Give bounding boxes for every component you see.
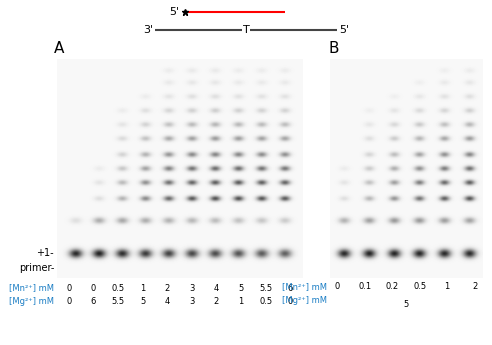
Text: 0.5: 0.5 <box>413 282 426 291</box>
Text: 5': 5' <box>339 26 349 36</box>
Text: A: A <box>54 41 64 57</box>
Text: 6: 6 <box>288 284 293 293</box>
Text: 0.2: 0.2 <box>386 282 399 291</box>
Text: [Mg²⁺] mM: [Mg²⁺] mM <box>282 296 327 305</box>
Text: 5.5: 5.5 <box>112 297 124 306</box>
Text: 3: 3 <box>189 297 194 306</box>
Text: [Mn²⁺] mM: [Mn²⁺] mM <box>9 284 54 293</box>
Text: 1: 1 <box>444 282 450 291</box>
Text: 4: 4 <box>165 297 170 306</box>
Text: 6: 6 <box>91 297 96 306</box>
Text: 0: 0 <box>91 284 96 293</box>
Text: 0.1: 0.1 <box>358 282 371 291</box>
Text: 5: 5 <box>140 297 145 306</box>
Text: 0: 0 <box>66 297 71 306</box>
Text: 5: 5 <box>239 284 244 293</box>
Text: 2: 2 <box>165 284 170 293</box>
Text: 0.5: 0.5 <box>112 284 124 293</box>
Text: 1: 1 <box>140 284 145 293</box>
Text: 5: 5 <box>403 300 408 309</box>
Text: B: B <box>328 41 338 57</box>
Text: 1: 1 <box>239 297 244 306</box>
Text: T: T <box>243 26 249 36</box>
Text: 3: 3 <box>189 284 194 293</box>
Text: +1-: +1- <box>36 247 54 257</box>
Text: 0: 0 <box>66 284 71 293</box>
Text: 5.5: 5.5 <box>259 284 272 293</box>
Text: 3': 3' <box>143 26 153 36</box>
Text: [Mn²⁺] mM: [Mn²⁺] mM <box>282 282 327 291</box>
Text: 2: 2 <box>214 297 219 306</box>
Text: 4: 4 <box>214 284 219 293</box>
Text: 0: 0 <box>288 297 293 306</box>
Text: 5': 5' <box>169 7 179 17</box>
Text: 2: 2 <box>472 282 477 291</box>
Text: 0: 0 <box>335 282 340 291</box>
Text: 0.5: 0.5 <box>259 297 272 306</box>
Text: primer-: primer- <box>19 263 54 273</box>
Text: [Mg²⁺] mM: [Mg²⁺] mM <box>9 297 54 306</box>
